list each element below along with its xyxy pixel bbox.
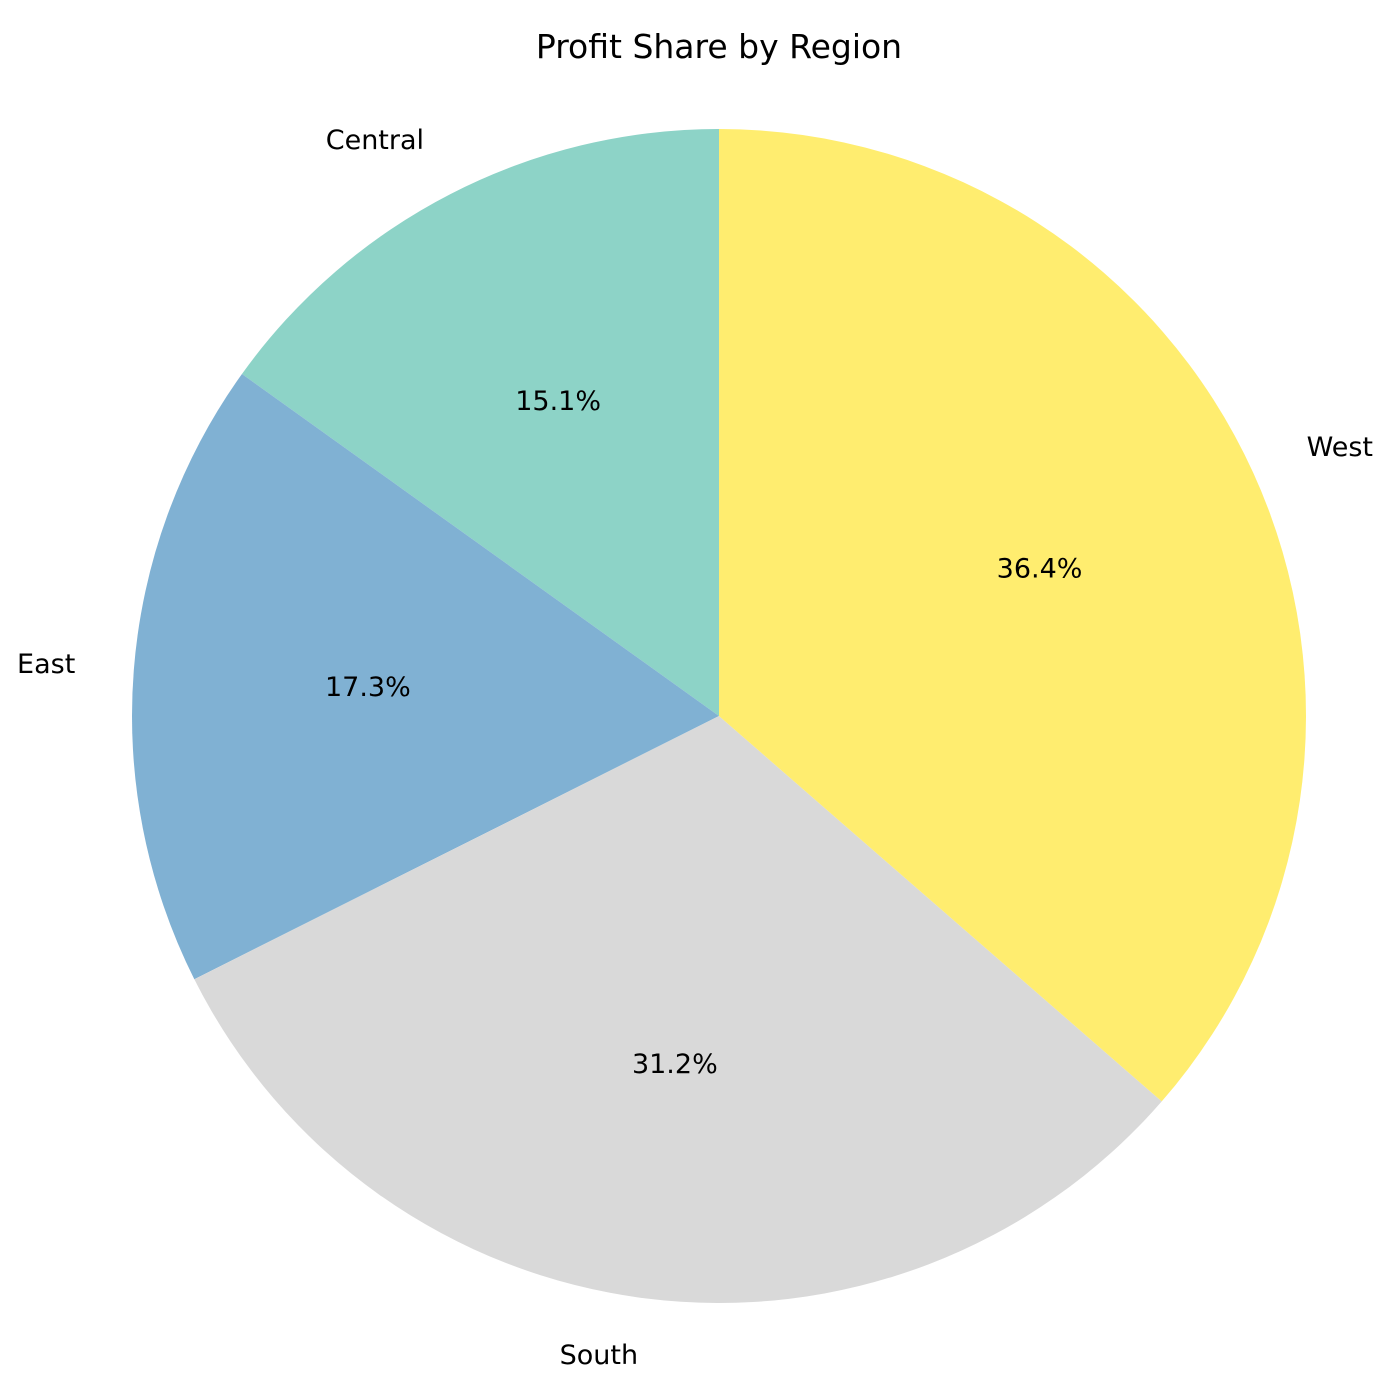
pie-slice-central (241, 129, 719, 716)
pct-label-west: 36.4% (997, 554, 1083, 585)
slice-label-east: East (17, 649, 75, 680)
pct-label-central: 15.1% (515, 386, 601, 417)
slice-label-south: South (560, 1340, 638, 1371)
pct-label-east: 17.3% (325, 672, 411, 703)
pct-label-south: 31.2% (632, 1049, 718, 1080)
pie-slices (132, 129, 1307, 1303)
pie-slice-east (132, 373, 720, 980)
pie-slice-south (194, 716, 1162, 1303)
slice-label-west: West (1307, 432, 1373, 463)
pie-labels: Central 15.1% East 17.3% South 31.2% West 36.4% (17, 125, 1373, 1371)
pie-slice-west (719, 129, 1307, 1102)
slice-label-central: Central (326, 125, 424, 156)
chart-title: Profit Share by Region (536, 27, 902, 66)
